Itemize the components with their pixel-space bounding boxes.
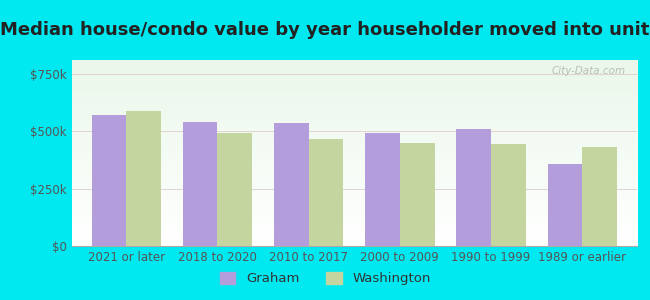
Bar: [456, 129, 491, 246]
Bar: [92, 115, 126, 246]
Bar: [547, 164, 582, 246]
Bar: [126, 110, 161, 246]
Bar: [400, 143, 434, 246]
Legend: Graham, Washington: Graham, Washington: [214, 266, 436, 290]
Bar: [183, 122, 218, 246]
Bar: [365, 134, 400, 246]
Bar: [582, 147, 617, 246]
Text: Median house/condo value by year householder moved into unit: Median house/condo value by year househo…: [0, 21, 650, 39]
Bar: [218, 134, 252, 246]
Text: City-Data.com: City-Data.com: [552, 66, 626, 76]
Bar: [309, 139, 343, 246]
Bar: [491, 144, 526, 246]
Bar: [274, 123, 309, 246]
